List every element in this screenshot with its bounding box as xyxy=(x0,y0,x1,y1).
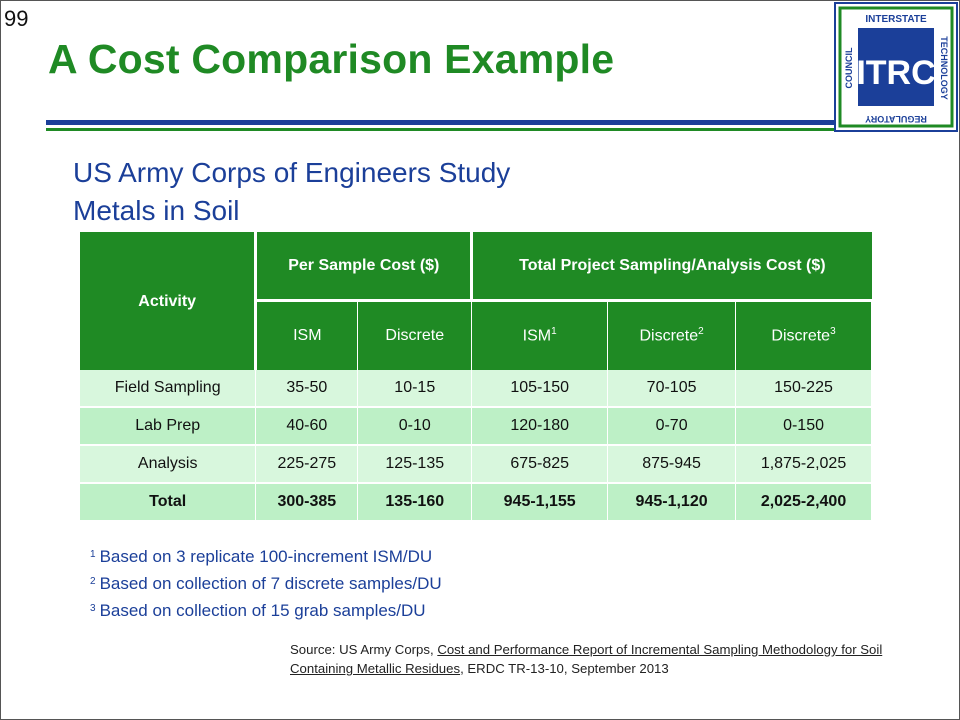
header-per-sample-cost: Per Sample Cost ($) xyxy=(255,232,474,300)
cost-cell: 675-825 xyxy=(471,445,609,484)
footnotes: 1 Based on 3 replicate 100-increment ISM/… xyxy=(90,542,442,623)
logo-text-bottom: REGULATORY xyxy=(865,114,927,124)
logo-text-right: TECHNOLOGY xyxy=(939,36,949,100)
table-body: Field Sampling 35-50 10-15 105-150 70-105 150… xyxy=(80,370,872,522)
cost-cell: 105-150 xyxy=(471,370,609,408)
source-prefix: Source: US Army Corps, xyxy=(290,642,438,657)
cost-cell: 1,875-2,025 xyxy=(735,445,872,484)
footnote-text: Based on collection of 15 grab samples/D… xyxy=(99,601,426,620)
sub-header-label: ISM xyxy=(293,326,322,344)
sub-header-cell: ISM1 xyxy=(471,298,609,370)
header-activity: Activity xyxy=(80,232,258,370)
cost-cell: 70-105 xyxy=(607,370,737,408)
table-row: Field Sampling 35-50 10-15 105-150 70-105 150… xyxy=(80,370,872,408)
cost-cell: 40-60 xyxy=(255,407,359,446)
table-row: Lab Prep 40-60 0-10 120-180 0-70 0-150 xyxy=(80,407,872,446)
table-row: Analysis 225-275 125-135 675-825 875-945 1,87… xyxy=(80,445,872,484)
sub-header-cell: Discrete3 xyxy=(735,298,872,370)
cost-cell: 945-1,155 xyxy=(471,483,609,522)
cost-cell: 945-1,120 xyxy=(607,483,737,522)
table-row: Total 300-385 135-160 945-1,155 945-1,120 2,0… xyxy=(80,483,872,522)
activity-cell: Field Sampling xyxy=(80,370,257,408)
footnote-text: Based on 3 replicate 100-increment ISM/D… xyxy=(99,547,433,566)
sub-header-label: ISM xyxy=(522,327,552,345)
cost-cell: 0-10 xyxy=(357,407,473,446)
cost-cell: 35-50 xyxy=(255,370,359,408)
cost-cell: 2,025-2,400 xyxy=(735,483,872,522)
cost-cell: 10-15 xyxy=(357,370,473,408)
footnote: 3 Based on collection of 15 grab samples/… xyxy=(90,596,442,623)
cost-comparison-table: Activity Per Sample Cost ($) Total Proje… xyxy=(80,232,872,522)
itrc-logo: INTERSTATE REGULATORY COUNCIL TECHNOLOGY… xyxy=(834,2,958,132)
activity-cell: Total xyxy=(80,483,257,522)
sub-header-cell: ISM xyxy=(254,298,359,370)
slide-title: A Cost Comparison Example xyxy=(48,36,615,82)
cost-cell: 875-945 xyxy=(607,445,737,484)
footnote: 1 Based on 3 replicate 100-increment ISM/… xyxy=(90,542,442,569)
cost-cell: 0-150 xyxy=(735,407,872,446)
cost-cell: 300-385 xyxy=(255,483,359,522)
source-report-title: Cost and Performance Report of Increment… xyxy=(290,642,883,676)
sub-header-cell: Discrete2 xyxy=(607,298,737,370)
sub-header-label: Discrete xyxy=(385,326,445,344)
activity-cell: Lab Prep xyxy=(80,407,257,446)
subtitle-line-2: Metals in Soil xyxy=(73,195,240,226)
cost-cell: 120-180 xyxy=(471,407,609,446)
sub-header-footnote-ref: 2 xyxy=(698,326,704,338)
subtitle-line-1: US Army Corps of Engineers Study xyxy=(73,157,511,188)
sub-header-cell: Discrete xyxy=(357,298,473,370)
footnote-number: 1 xyxy=(90,549,96,560)
subtitle: US Army Corps of Engineers Study Metals … xyxy=(73,154,510,230)
footnote: 2 Based on collection of 7 discrete sampl… xyxy=(90,569,442,596)
header-total-project-cost: Total Project Sampling/Analysis Cost ($) xyxy=(471,232,872,300)
title-rule-green xyxy=(46,128,836,131)
cost-cell: 125-135 xyxy=(357,445,473,484)
source-suffix: , ERDC TR-13-10, September 2013 xyxy=(460,661,669,676)
slide-number: 99 xyxy=(4,6,29,31)
footnote-number: 3 xyxy=(90,603,96,614)
cost-cell: 0-70 xyxy=(607,407,737,446)
cost-cell: 150-225 xyxy=(735,370,872,408)
title-rule-blue xyxy=(46,120,836,125)
sub-header-footnote-ref: 3 xyxy=(830,326,836,338)
sub-header-row: ISM Discrete ISM1 Discrete2 Discrete3 xyxy=(80,298,872,370)
footnote-number: 2 xyxy=(90,576,96,587)
sub-header-footnote-ref: 1 xyxy=(551,326,557,338)
logo-text-main: ITRC xyxy=(856,54,935,92)
logo-text-top: INTERSTATE xyxy=(865,14,927,25)
cost-cell: 135-160 xyxy=(357,483,473,522)
source-citation: Source: US Army Corps, Cost and Performa… xyxy=(290,640,910,678)
activity-cell: Analysis xyxy=(80,445,257,484)
logo-text-left: COUNCIL xyxy=(844,47,854,88)
sub-header-label: Discrete xyxy=(639,327,699,345)
cost-cell: 225-275 xyxy=(255,445,359,484)
footnote-text: Based on collection of 7 discrete sample… xyxy=(99,574,442,593)
sub-header-label: Discrete xyxy=(771,327,831,345)
